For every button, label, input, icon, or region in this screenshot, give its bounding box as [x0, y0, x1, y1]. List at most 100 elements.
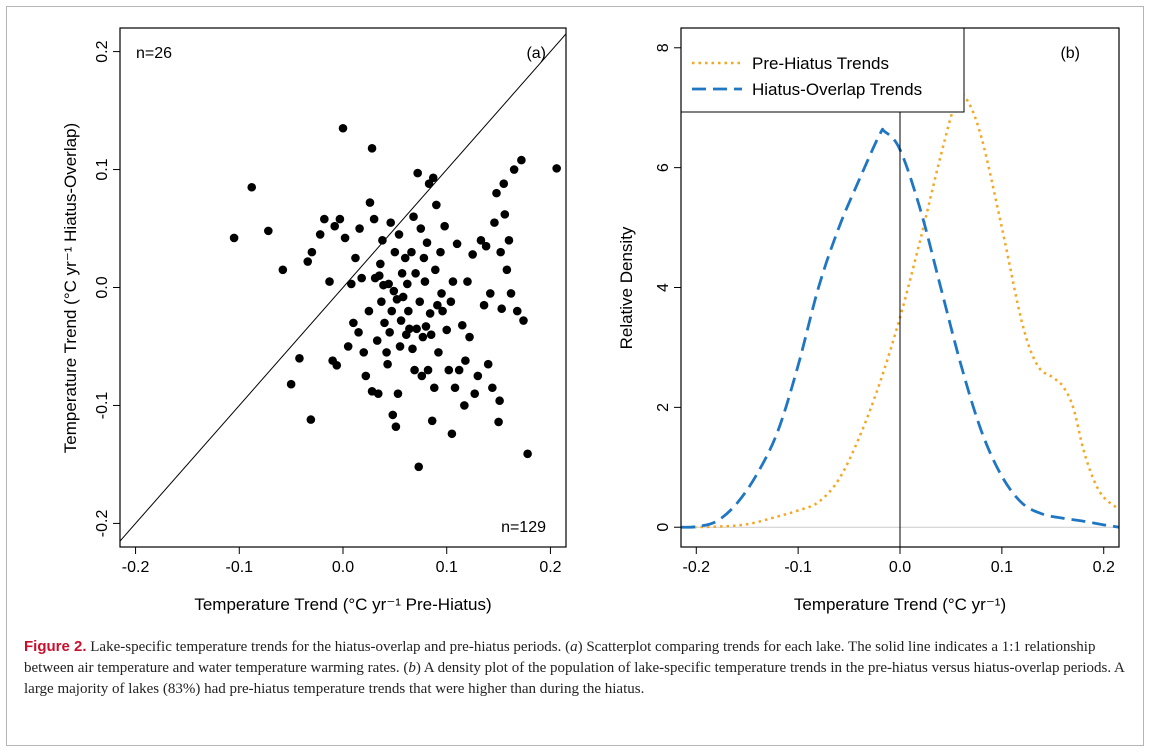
scatter-point	[407, 247, 416, 257]
scatter-point	[485, 289, 495, 298]
scatter-point	[436, 247, 445, 257]
annotation-n-bottom: n=129	[501, 519, 546, 536]
scatter-point	[295, 353, 304, 363]
scatter-point	[425, 309, 435, 318]
scatter-point	[340, 233, 350, 243]
scatter-point	[405, 324, 414, 334]
annotation-n-top: n=26	[136, 45, 172, 62]
scatter-point	[454, 365, 464, 375]
scatter-point	[383, 359, 392, 369]
scatter-point	[377, 297, 386, 306]
scatter-point	[494, 417, 503, 427]
scatter-point	[388, 410, 398, 420]
scatter-point	[429, 383, 439, 393]
scatter-point	[502, 265, 512, 275]
scatter-point	[400, 253, 410, 263]
scatter-point	[476, 236, 486, 245]
caption-text-1: Lake-specific temperature trends for the…	[86, 639, 571, 655]
scatter-point	[497, 304, 506, 314]
scatter-point	[380, 318, 389, 328]
scatter-point	[351, 253, 360, 263]
caption-label: Figure 2.	[24, 638, 87, 655]
legend: Pre-Hiatus Trends Hiatus-Overlap Trends	[680, 27, 965, 113]
scatter-point	[390, 247, 400, 257]
scatter-point	[375, 271, 384, 281]
scatter-point	[264, 226, 273, 236]
scatter-point	[461, 356, 470, 365]
scatter-point	[315, 230, 325, 239]
panel-a-label: (a)	[526, 45, 546, 62]
scatter-point	[346, 279, 356, 289]
scatter-point	[437, 289, 446, 298]
scatter-point	[450, 383, 460, 393]
one-to-one-line	[120, 33, 566, 542]
scatter-point	[364, 306, 374, 316]
scatter-point	[490, 218, 499, 227]
density-x-label: Temperature Trend (°C yr⁻¹)	[794, 595, 1006, 614]
y-tick-label: 0	[655, 523, 672, 532]
figure-caption: Figure 2. Lake-specific temperature tren…	[24, 636, 1134, 700]
scatter-point	[460, 401, 469, 410]
scatter-point	[306, 415, 316, 424]
scatter-point	[394, 230, 404, 239]
scatter-point	[479, 300, 489, 310]
figure-svg: -0.2 -0.1 0.0 0.1 0.2 -0.2 -0.1 0.0 0.1 0.2 n=26…	[61, 27, 1120, 614]
y-tick-label: 2	[655, 403, 672, 412]
y-tick-label: 8	[655, 43, 672, 52]
scatter-point	[414, 462, 424, 472]
scatter-point	[413, 168, 422, 178]
caption-text-2: ) Scatterplot comparing trends for each …	[24, 639, 1096, 676]
scatter-point	[412, 324, 421, 334]
scatter-point	[499, 179, 509, 188]
scatter-point	[416, 224, 426, 233]
density-x-axis: -0.2 -0.1 0.0 0.1 0.2	[682, 547, 1115, 576]
scatter-point	[512, 306, 522, 316]
scatter-point	[431, 265, 440, 275]
scatter-point	[384, 279, 393, 289]
y-tick-label: -0.1	[94, 392, 111, 420]
scatter-point	[440, 221, 449, 231]
x-tick-label: -0.1	[225, 559, 253, 576]
scatter-point	[483, 359, 493, 369]
scatter-y-label: Temperature Trend (°C yr⁻¹ Hiatus-Overla…	[61, 123, 80, 453]
scatter-point	[365, 198, 375, 207]
scatter-point	[398, 292, 408, 302]
scatter-point	[397, 269, 407, 278]
density-y-axis: 0 2 4 6 8	[655, 43, 681, 532]
scatter-point	[500, 210, 510, 219]
scatter-point	[332, 361, 342, 370]
scatter-point	[403, 279, 412, 289]
scatter-point	[355, 224, 364, 233]
density-y-label: Relative Density	[617, 226, 636, 349]
scatter-point	[354, 328, 363, 337]
scatter-point	[417, 371, 427, 381]
figure-frame	[6, 6, 1144, 746]
scatter-point	[428, 173, 438, 183]
scatter-point	[442, 325, 452, 335]
scatter-point	[452, 239, 462, 249]
scatter-point	[481, 241, 491, 251]
y-tick-label: 4	[655, 283, 672, 292]
scatter-point	[463, 277, 472, 286]
density-panel: Pre-Hiatus Trends Hiatus-Overlap Trends …	[617, 27, 1120, 614]
scatter-point	[448, 277, 458, 286]
scatter-point	[470, 389, 480, 398]
scatter-point	[496, 247, 505, 257]
scatter-point	[389, 286, 399, 296]
caption-panel-ref-b: b	[408, 660, 416, 676]
scatter-point	[488, 383, 497, 393]
scatter-point	[434, 348, 443, 357]
scatter-point	[330, 221, 340, 231]
scatter-point	[278, 265, 288, 275]
scatter-panel: -0.2 -0.1 0.0 0.1 0.2 -0.2 -0.1 0.0 0.1 0.2 n=26…	[61, 27, 567, 614]
scatter-point	[396, 316, 406, 325]
x-tick-label: -0.2	[122, 559, 150, 576]
scatter-point	[307, 247, 317, 257]
scatter-point	[373, 389, 383, 398]
scatter-point	[335, 214, 345, 224]
scatter-point	[367, 144, 377, 153]
y-tick-label: 0.1	[94, 158, 111, 180]
x-tick-label: -0.2	[682, 559, 710, 576]
scatter-point	[387, 306, 397, 316]
y-tick-label: 0.2	[94, 40, 111, 62]
